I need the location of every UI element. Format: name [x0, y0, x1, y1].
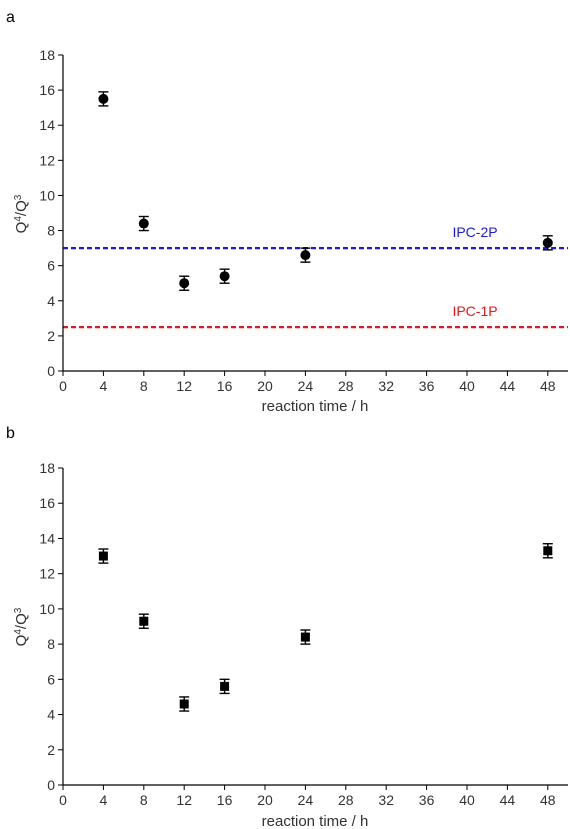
x-tick-label-a: 20 — [257, 378, 273, 394]
x-tick-label-a: 36 — [419, 378, 435, 394]
y-tick-label-b: 4 — [47, 707, 55, 723]
marker-circle — [542, 237, 553, 248]
y-tick-label-b: 2 — [47, 742, 55, 758]
x-tick-label-a: 24 — [298, 378, 314, 394]
panel-label-b: b — [6, 425, 15, 442]
marker-square — [300, 632, 310, 642]
x-tick-label-b: 44 — [500, 792, 516, 808]
x-tick-label-b: 48 — [540, 792, 556, 808]
y-tick-label-b: 6 — [47, 671, 55, 687]
x-tick-label-b: 40 — [459, 792, 475, 808]
y-axis-title-b: Q4/Q3 — [13, 607, 31, 646]
y-tick-label-a: 10 — [39, 187, 55, 203]
y-tick-label-a: 16 — [39, 82, 55, 98]
x-tick-label-a: 8 — [140, 378, 148, 394]
data-point-b — [98, 548, 109, 564]
data-point-b — [300, 629, 311, 645]
y-tick-label-a: 0 — [47, 363, 55, 379]
y-tick-label-a: 2 — [47, 328, 55, 344]
y-tick-label-b: 0 — [47, 777, 55, 793]
x-tick-label-a: 16 — [217, 378, 233, 394]
marker-circle — [219, 271, 230, 282]
x-tick-label-b: 20 — [257, 792, 273, 808]
y-tick-label-a: 8 — [47, 223, 55, 239]
panel-b: b Q4/Q3 reaction time / h 02468101214161… — [6, 425, 568, 829]
x-tick-label-b: 0 — [59, 792, 67, 808]
reference-label-ipc-1p: IPC-1P — [452, 303, 497, 319]
marker-circle — [98, 93, 109, 104]
y-tick-label-a: 18 — [39, 47, 55, 63]
x-tick-label-a: 48 — [540, 378, 556, 394]
y-tick-label-b: 18 — [39, 460, 55, 476]
y-tick-label-b: 14 — [39, 530, 55, 546]
marker-square — [98, 551, 108, 561]
panel-label-a: a — [6, 9, 15, 26]
x-tick-label-a: 4 — [100, 378, 108, 394]
marker-circle — [179, 278, 190, 289]
data-point-a — [300, 247, 311, 263]
x-tick-label-b: 24 — [298, 792, 314, 808]
data-point-b — [138, 613, 149, 629]
x-tick-label-a: 12 — [176, 378, 192, 394]
data-point-b — [219, 678, 230, 695]
panel-a: a Q4/Q3 reaction time / h 02468101214161… — [6, 9, 568, 415]
x-tick-label-b: 36 — [419, 792, 435, 808]
y-tick-label-b: 12 — [39, 566, 55, 582]
reference-label-ipc-2p: IPC-2P — [452, 224, 497, 240]
marker-square — [139, 616, 149, 626]
data-point-a — [542, 235, 553, 251]
data-point-a — [138, 215, 149, 232]
x-tick-label-b: 32 — [378, 792, 394, 808]
marker-circle — [300, 250, 311, 261]
y-tick-label-a: 14 — [39, 117, 55, 133]
y-tick-label-b: 8 — [47, 636, 55, 652]
x-tick-label-b: 8 — [140, 792, 148, 808]
x-axis-title-b: reaction time / h — [262, 813, 369, 829]
data-point-a — [219, 268, 230, 284]
x-axis-title-a: reaction time / h — [262, 398, 369, 415]
data-point-a — [179, 275, 190, 291]
data-point-b — [542, 543, 553, 559]
y-tick-label-a: 12 — [39, 152, 55, 168]
marker-square — [543, 546, 553, 556]
y-axis-title-a: Q4/Q3 — [13, 194, 31, 233]
x-tick-label-a: 32 — [378, 378, 394, 394]
x-tick-label-a: 0 — [59, 378, 67, 394]
data-point-b — [179, 696, 190, 712]
y-tick-label-a: 6 — [47, 258, 55, 274]
marker-square — [220, 681, 230, 691]
x-tick-label-a: 44 — [500, 378, 516, 394]
y-tick-label-a: 4 — [47, 293, 55, 309]
y-tick-label-b: 16 — [39, 495, 55, 511]
marker-circle — [138, 218, 149, 229]
x-tick-label-b: 12 — [176, 792, 192, 808]
x-tick-label-b: 16 — [217, 792, 233, 808]
marker-square — [179, 699, 189, 709]
x-tick-label-a: 40 — [459, 378, 475, 394]
x-tick-label-b: 28 — [338, 792, 354, 808]
y-tick-label-b: 10 — [39, 601, 55, 617]
data-point-a — [98, 91, 109, 107]
x-tick-label-a: 28 — [338, 378, 354, 394]
x-tick-label-b: 4 — [100, 792, 108, 808]
